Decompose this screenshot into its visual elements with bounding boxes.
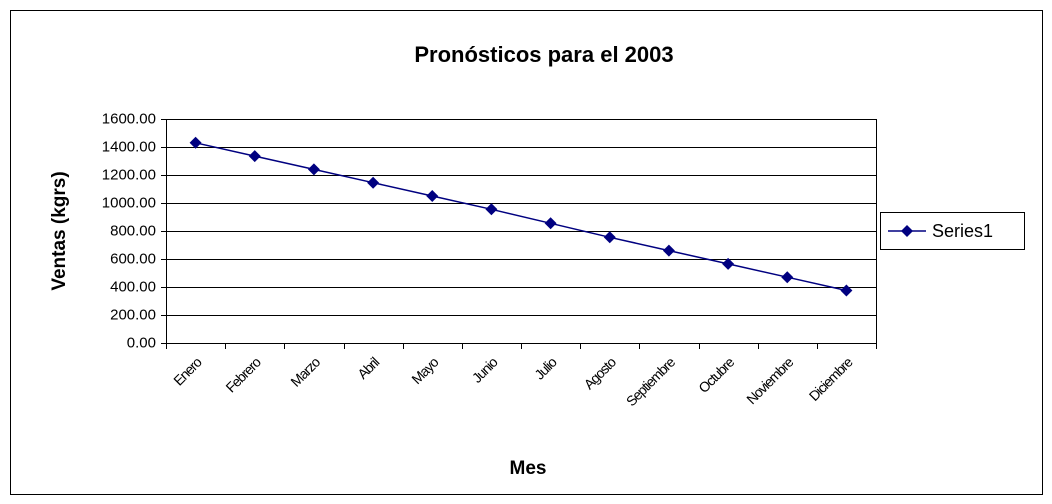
y-tick-label: 800.00: [110, 222, 156, 239]
chart-border: [10, 10, 1043, 495]
y-tick-label: 1600.00: [102, 110, 156, 127]
chart-title: Pronósticos para el 2003: [414, 42, 673, 67]
data-marker: [248, 150, 261, 163]
data-marker: [722, 257, 735, 270]
data-marker: [603, 231, 616, 244]
data-marker: [662, 244, 675, 257]
data-marker: [485, 203, 498, 216]
data-marker: [426, 190, 439, 202]
y-tick-label: 400.00: [110, 278, 156, 295]
y-tick-label: 1000.00: [102, 194, 156, 211]
data-marker: [189, 136, 202, 149]
legend-label: Series1: [932, 221, 993, 241]
legend-marker: [901, 225, 913, 237]
y-tick-label: 0.00: [127, 334, 156, 351]
series-line: [195, 142, 847, 292]
y-tick-label: 1400.00: [102, 138, 156, 155]
data-marker: [544, 217, 557, 230]
data-marker: [367, 176, 380, 189]
y-tick-label: 200.00: [110, 306, 156, 323]
y-tick-label: 600.00: [110, 250, 156, 267]
y-tick-label: 1200.00: [102, 166, 156, 183]
data-marker: [307, 163, 320, 176]
data-marker: [840, 284, 853, 297]
y-axis-label: Ventas (kgrs): [49, 171, 70, 290]
data-marker: [781, 271, 794, 284]
x-axis-label: Mes: [510, 458, 547, 479]
